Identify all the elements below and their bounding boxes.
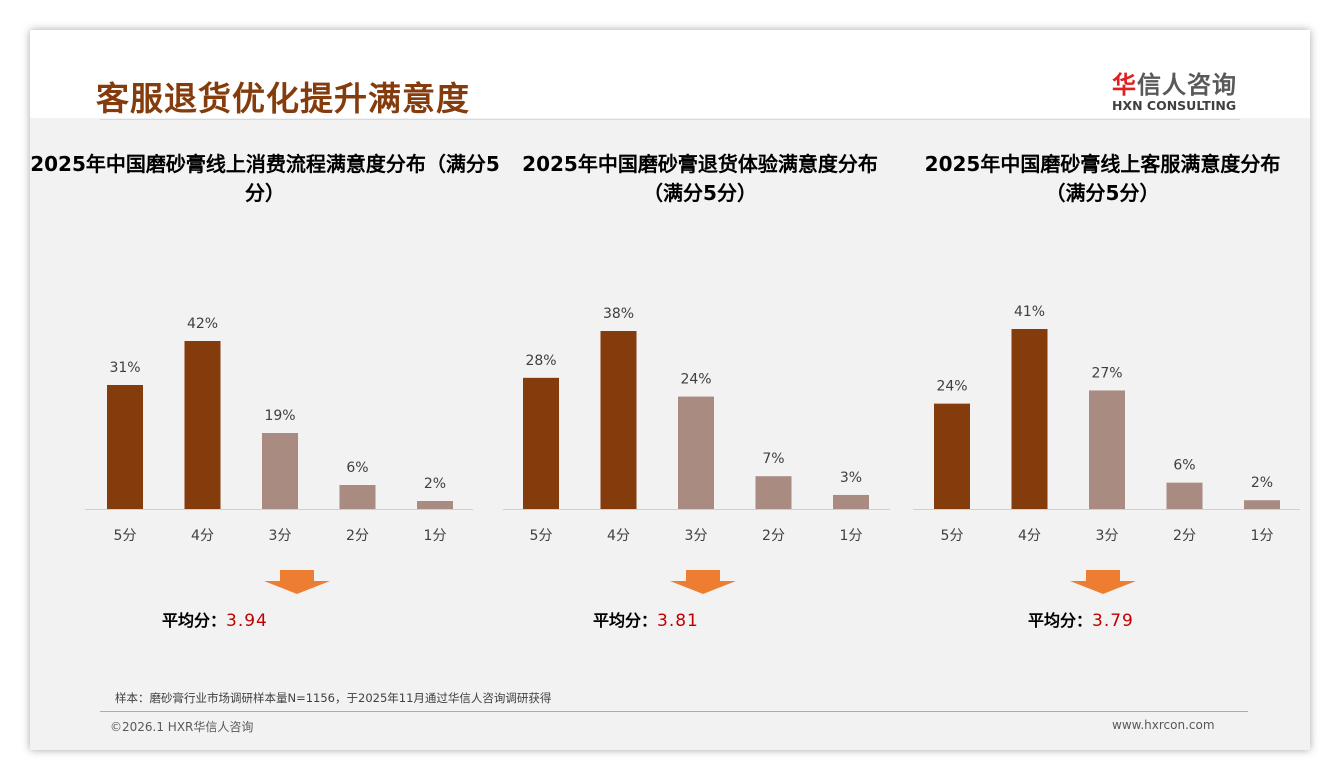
avg-score-3: 平均分：3.79 bbox=[1028, 611, 1134, 631]
bar bbox=[262, 433, 298, 509]
data-label: 3% bbox=[840, 470, 862, 486]
bar bbox=[1089, 390, 1125, 509]
bar bbox=[1166, 482, 1203, 509]
down-arrow-icon bbox=[1070, 570, 1136, 594]
copyright: ©2026.1 HXR华信人咨询 bbox=[110, 720, 254, 734]
bar bbox=[184, 341, 221, 509]
chart-title-3: 2025年中国磨砂膏线上客服满意度分布（满分5分） bbox=[924, 152, 1281, 205]
avg-score-1: 平均分：3.94 bbox=[162, 611, 268, 631]
tick-label: 4分 bbox=[1018, 528, 1041, 544]
divider bbox=[100, 119, 1240, 120]
page-title: 客服退货优化提升满意度 bbox=[96, 79, 470, 118]
tick-label: 1分 bbox=[1251, 528, 1274, 544]
chart-title-2: 2025年中国磨砂膏退货体验满意度分布（满分5分） bbox=[522, 152, 878, 205]
data-label: 27% bbox=[1091, 365, 1122, 381]
sample-note: 样本：磨砂膏行业市场调研样本量N=1156，于2025年11月通过华信人咨询调研… bbox=[115, 691, 552, 705]
bar bbox=[678, 396, 714, 509]
slide: 客服退货优化提升满意度 华信人咨询 HXN CONSULTING 样本：磨砂膏行… bbox=[30, 30, 1310, 750]
data-label: 38% bbox=[603, 306, 634, 322]
data-label: 28% bbox=[525, 353, 556, 369]
bar bbox=[833, 494, 869, 509]
data-label: 6% bbox=[1173, 458, 1195, 474]
tick-label: 1分 bbox=[840, 528, 863, 544]
bar bbox=[523, 377, 559, 509]
data-label: 42% bbox=[187, 316, 218, 332]
chart-title-1: 2025年中国磨砂膏线上消费流程满意度分布（满分5分） bbox=[30, 152, 500, 205]
tick-label: 5分 bbox=[941, 528, 964, 544]
tick-label: 5分 bbox=[530, 528, 553, 544]
tick-label: 3分 bbox=[1096, 528, 1119, 544]
tick-label: 2分 bbox=[346, 528, 369, 544]
bar bbox=[339, 485, 376, 509]
data-label: 7% bbox=[762, 451, 784, 467]
tick-label: 1分 bbox=[424, 528, 447, 544]
bar bbox=[417, 501, 453, 509]
bar bbox=[934, 403, 970, 509]
tick-label: 5分 bbox=[114, 528, 137, 544]
tick-label: 4分 bbox=[191, 528, 214, 544]
logo-cn-first: 华 bbox=[1112, 71, 1137, 99]
down-arrow-icon bbox=[670, 570, 736, 594]
bar bbox=[600, 331, 637, 509]
tick-label: 2分 bbox=[1173, 528, 1196, 544]
data-label: 19% bbox=[264, 408, 295, 424]
data-label: 6% bbox=[346, 460, 368, 476]
website-url: www.hxrcon.com bbox=[1112, 718, 1215, 732]
logo-cn-rest: 信人咨询 bbox=[1137, 71, 1237, 99]
logo: 华信人咨询 HXN CONSULTING bbox=[1112, 65, 1237, 113]
bar bbox=[1011, 329, 1048, 509]
bar bbox=[107, 385, 143, 509]
tick-label: 3分 bbox=[269, 528, 292, 544]
header bbox=[30, 30, 1310, 118]
bar bbox=[755, 476, 792, 509]
down-arrow-icon bbox=[264, 570, 330, 594]
data-label: 24% bbox=[680, 372, 711, 388]
avg-score-2: 平均分：3.81 bbox=[593, 611, 699, 631]
tick-label: 4分 bbox=[607, 528, 630, 544]
data-label: 24% bbox=[936, 379, 967, 395]
logo-en: HXN CONSULTING bbox=[1112, 98, 1237, 113]
data-label: 2% bbox=[1251, 475, 1273, 491]
tick-label: 3分 bbox=[685, 528, 708, 544]
tick-label: 2分 bbox=[762, 528, 785, 544]
bar bbox=[1244, 500, 1280, 509]
data-label: 41% bbox=[1014, 304, 1045, 320]
data-label: 2% bbox=[424, 476, 446, 492]
data-label: 31% bbox=[109, 360, 140, 376]
footer-divider bbox=[100, 711, 1248, 712]
